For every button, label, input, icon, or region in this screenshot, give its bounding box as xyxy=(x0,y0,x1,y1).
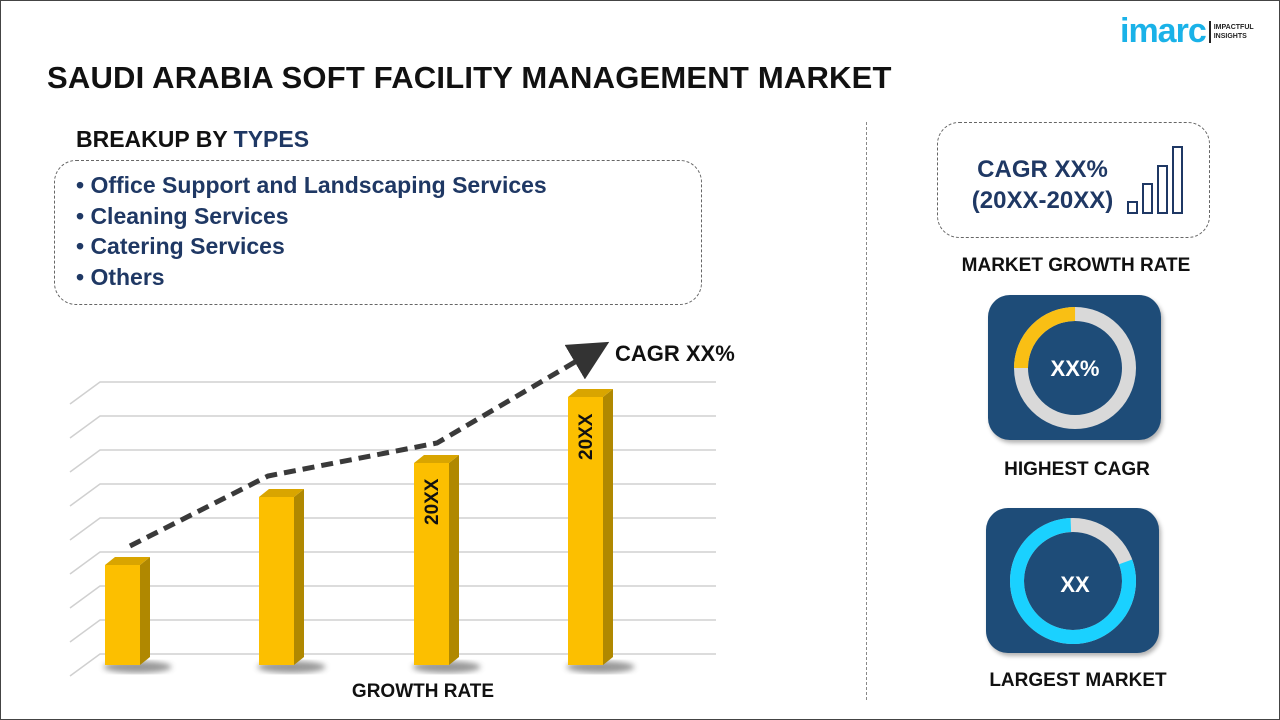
donut-highest-cagr xyxy=(1014,307,1136,429)
donut-largest-market xyxy=(1010,518,1136,644)
largest-market-label: LARGEST MARKET xyxy=(989,670,1167,691)
cagr-value: CAGR XX% xyxy=(977,156,1108,183)
gridline xyxy=(69,483,716,507)
gridline xyxy=(69,653,716,677)
chart-bars xyxy=(103,389,635,673)
largest-market-value: XX xyxy=(1060,572,1090,597)
bar xyxy=(103,557,172,673)
bar xyxy=(257,489,326,673)
list-item: • Others xyxy=(76,263,165,290)
bar-chart-icon xyxy=(1127,146,1183,214)
list-item: • Office Support and Landscaping Service… xyxy=(76,172,547,198)
bar-label-4: 20XX xyxy=(576,413,597,460)
gridline xyxy=(69,585,716,609)
growth-chart xyxy=(69,341,716,677)
logo-tagline: IMPACTFUL INSIGHTS xyxy=(1213,23,1254,40)
logo-divider xyxy=(1208,20,1211,43)
highest-cagr-value: XX% xyxy=(1050,356,1100,381)
chart-gridlines xyxy=(69,381,716,677)
cagr-period: (20XX-20XX) xyxy=(971,187,1114,214)
gridline xyxy=(69,517,716,541)
chart-cagr-label: CAGR XX% xyxy=(615,341,735,366)
imarc-logo: imarc IMPACTFUL INSIGHTS xyxy=(1120,12,1254,51)
page-title: SAUDI ARABIA SOFT FACILITY MANAGEMENT MA… xyxy=(47,60,892,95)
gridline xyxy=(69,415,716,439)
list-item: • Catering Services xyxy=(76,233,285,259)
gridline xyxy=(69,381,716,405)
bar xyxy=(566,389,635,673)
gridline xyxy=(69,619,716,643)
trend-line xyxy=(128,341,610,549)
breakup-heading: BREAKUP BY TYPES xyxy=(76,126,310,152)
section-divider xyxy=(866,122,867,700)
chart-x-label: GROWTH RATE xyxy=(351,681,495,702)
bar-label-3: 20XX xyxy=(422,478,443,525)
market-growth-label: MARKET GROWTH RATE xyxy=(961,255,1191,276)
types-list: • Office Support and Landscaping Service… xyxy=(76,172,547,294)
list-item: • Cleaning Services xyxy=(76,202,289,229)
highest-cagr-label: HIGHEST CAGR xyxy=(1004,459,1150,480)
logo-word: imarc xyxy=(1120,12,1207,50)
types-box xyxy=(54,160,702,305)
bar xyxy=(412,455,481,673)
cagr-box xyxy=(937,122,1210,238)
gridline xyxy=(69,449,716,473)
gridline xyxy=(69,551,716,575)
